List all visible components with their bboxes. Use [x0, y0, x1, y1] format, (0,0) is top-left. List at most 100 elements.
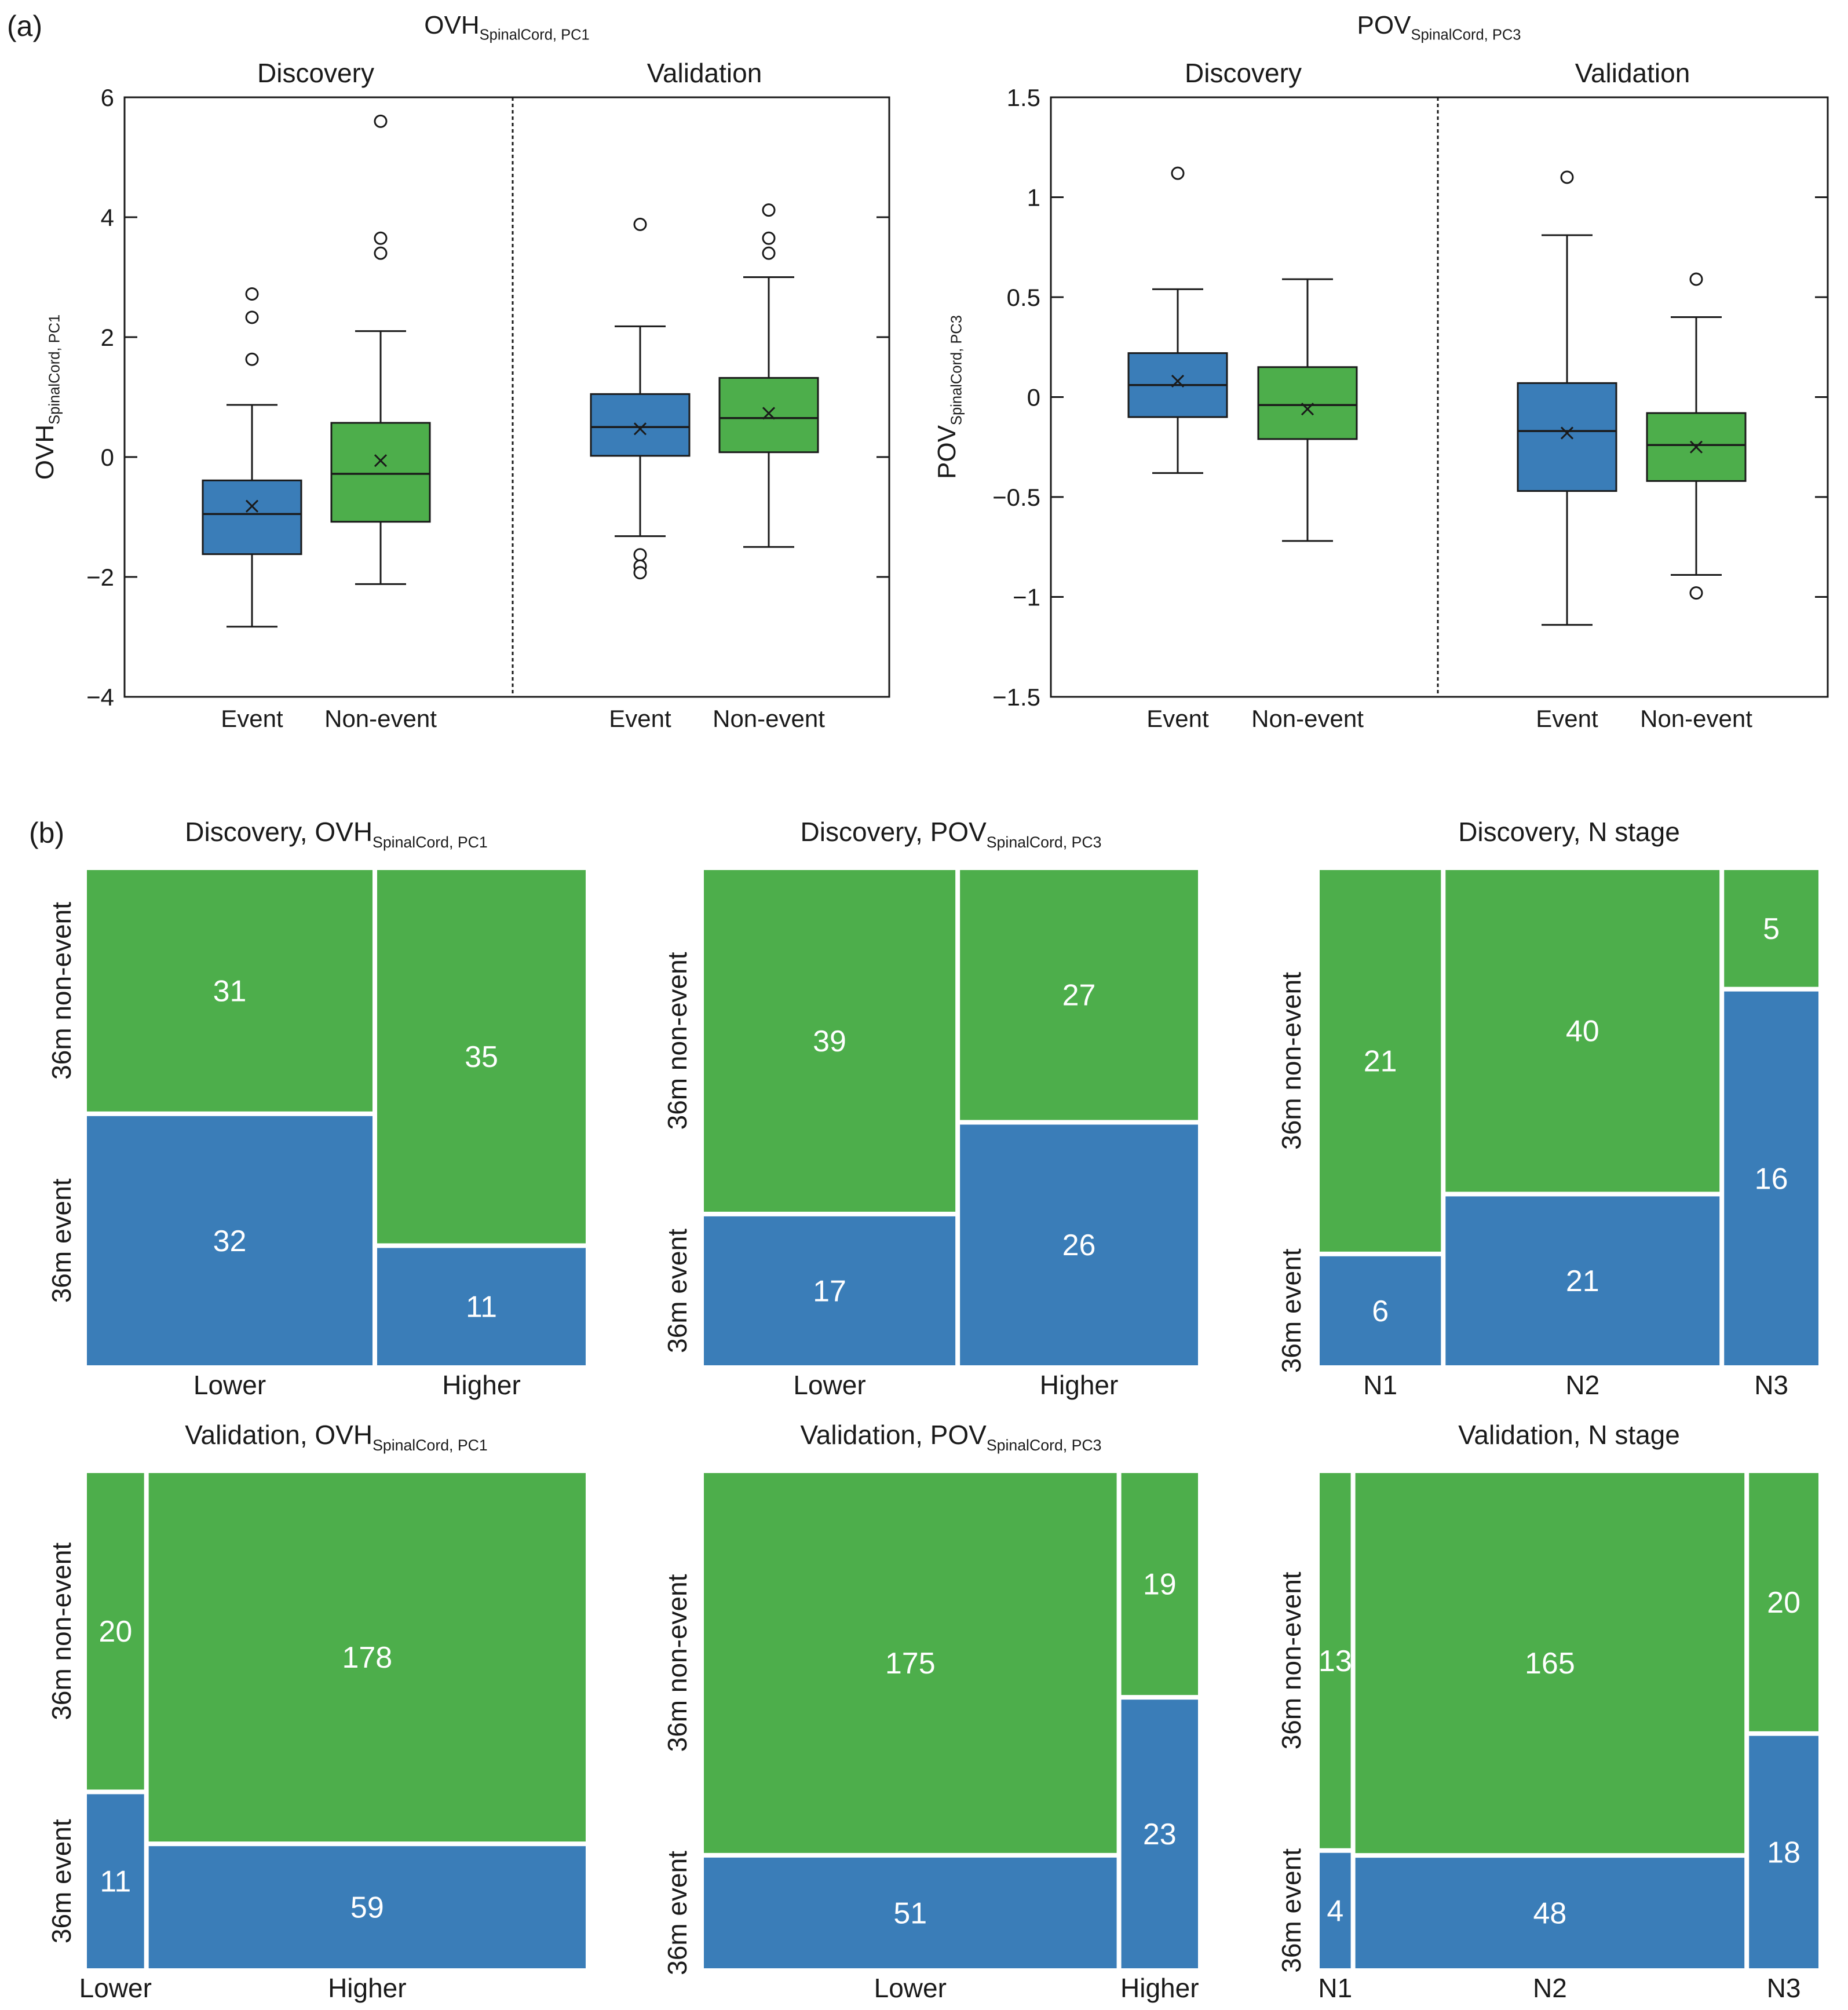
- y-tick-label: 1: [1027, 184, 1040, 211]
- outlier-point: [762, 231, 776, 245]
- event-count: 21: [1566, 1265, 1599, 1298]
- iqr-box: [590, 393, 691, 457]
- mosaic-column: 13 4: [1319, 1473, 1352, 1968]
- mosaic-title-main: Discovery, OVH: [185, 817, 372, 847]
- outlier-point: [374, 114, 388, 128]
- mean-marker: [374, 454, 388, 467]
- iqr-box: [1257, 366, 1358, 440]
- row-label-event: 36m event: [46, 1819, 76, 1943]
- box-non-event: [1646, 272, 1747, 600]
- plot-frame: [123, 96, 890, 698]
- event-count: 18: [1767, 1836, 1800, 1869]
- mean-marker: [762, 407, 776, 420]
- event-tile: [87, 1116, 373, 1365]
- nonevent-tile: [1320, 870, 1441, 1252]
- nonevent-count: 27: [1062, 979, 1096, 1013]
- nonevent-tile: [1320, 1473, 1351, 1848]
- nonevent-tile: [1749, 1473, 1818, 1731]
- mosaic-title: Validation, OVHSpinalCord, PC1: [185, 1420, 488, 1454]
- nonevent-tile: [704, 1473, 1117, 1853]
- event-count: 4: [1327, 1894, 1343, 1928]
- nonevent-count: 31: [213, 974, 247, 1008]
- mosaic-title: Validation, N stage: [1458, 1420, 1680, 1450]
- event-tile: [1320, 1852, 1351, 1968]
- mosaic-column: 178 59: [148, 1473, 586, 1968]
- event-count: 16: [1755, 1162, 1788, 1196]
- mean-marker: [1560, 426, 1574, 440]
- event-count: 6: [1372, 1295, 1389, 1328]
- y-axis-label: OVHSpinalCord, PC1: [31, 315, 63, 480]
- x-category-label: Event: [609, 705, 671, 732]
- row-label-nonevent: 36m non-event: [1276, 1572, 1306, 1749]
- row-label-event: 36m event: [662, 1229, 692, 1353]
- mosaic-title-sub: SpinalCord, PC1: [372, 834, 488, 851]
- outlier-point: [762, 246, 776, 260]
- event-count: 59: [350, 1891, 384, 1925]
- event-count: 23: [1143, 1818, 1177, 1851]
- nonevent-tile: [87, 1473, 144, 1790]
- row-label-nonevent: 36m non-event: [1276, 972, 1306, 1150]
- row-label-event: 36m event: [1276, 1248, 1306, 1373]
- x-category-label: Event: [1536, 705, 1598, 732]
- y-tick-label: −1.5: [992, 684, 1040, 711]
- nonevent-count: 20: [1767, 1586, 1800, 1620]
- iqr-box: [1517, 382, 1617, 492]
- nonevent-tile: [87, 870, 373, 1112]
- y-tick-label: −1: [1013, 584, 1040, 611]
- event-tile: [1355, 1858, 1745, 1968]
- nonevent-count: 39: [813, 1025, 846, 1058]
- mosaic-title: Discovery, OVHSpinalCord, PC1: [185, 817, 487, 851]
- row-label-event: 36m event: [662, 1851, 692, 1975]
- mosaic-title-sub: SpinalCord, PC1: [372, 1437, 488, 1454]
- y-tick-label: −4: [86, 684, 114, 711]
- mosaic-title-main: Discovery, N stage: [1458, 817, 1680, 847]
- outlier-point: [1689, 272, 1703, 286]
- row-label-event: 36m event: [46, 1178, 76, 1303]
- chart-title-main: OVH: [424, 11, 479, 39]
- y-axis-label-sub: SpinalCord, PC3: [949, 315, 965, 425]
- outlier-point: [245, 310, 259, 324]
- mosaic-disc-pov: Discovery, POVSpinalCord, PC3 39 17 Lower 27…: [662, 817, 1198, 1400]
- nonevent-tile: [960, 870, 1198, 1120]
- mosaic-title-main: Validation, N stage: [1458, 1420, 1680, 1450]
- y-tick-label: 2: [101, 324, 114, 351]
- row-label-nonevent: 36m non-event: [46, 1543, 76, 1720]
- event-tile: [377, 1248, 586, 1365]
- x-category-label: Non-event: [324, 705, 437, 732]
- y-tick-label: 0.5: [1007, 284, 1040, 311]
- nonevent-count: 13: [1319, 1644, 1352, 1678]
- outlier-point: [633, 217, 647, 231]
- outlier-point: [1560, 170, 1574, 184]
- event-count: 48: [1533, 1897, 1566, 1931]
- nonevent-count: 35: [465, 1040, 498, 1074]
- y-axis-label-main: OVH: [31, 425, 59, 480]
- y-tick-label: 0: [1027, 384, 1040, 411]
- group-title: Validation: [1575, 58, 1690, 88]
- nonevent-count: 165: [1525, 1647, 1575, 1680]
- x-category-label: N3: [1754, 1370, 1788, 1400]
- event-count: 11: [100, 1865, 131, 1899]
- box-event: [202, 287, 302, 628]
- row-label-nonevent: 36m non-event: [662, 952, 692, 1130]
- mosaic-title-main: Validation, OVH: [185, 1420, 372, 1450]
- event-count: 26: [1062, 1229, 1096, 1262]
- x-category-label: Event: [1146, 705, 1209, 732]
- outlier-point: [633, 566, 647, 580]
- event-count: 11: [466, 1291, 497, 1324]
- y-axis-label: POVSpinalCord, PC3: [933, 315, 965, 479]
- box-non-event: [330, 114, 431, 585]
- y-tick-label: 4: [101, 204, 114, 231]
- mosaic-column: 31 32: [87, 870, 373, 1365]
- mosaic-val-pov: Validation, POVSpinalCord, PC3 175 51 Lower…: [662, 1420, 1199, 2003]
- y-axis-label-main: POV: [933, 425, 961, 479]
- mosaic-title-sub: SpinalCord, PC3: [987, 834, 1102, 851]
- outlier-point: [245, 287, 259, 301]
- nonevent-tile: [377, 870, 586, 1244]
- x-category-label: Higher: [328, 1973, 407, 2003]
- mosaic-title-main: Discovery, POV: [801, 817, 987, 847]
- row-label-nonevent: 36m non-event: [46, 902, 76, 1080]
